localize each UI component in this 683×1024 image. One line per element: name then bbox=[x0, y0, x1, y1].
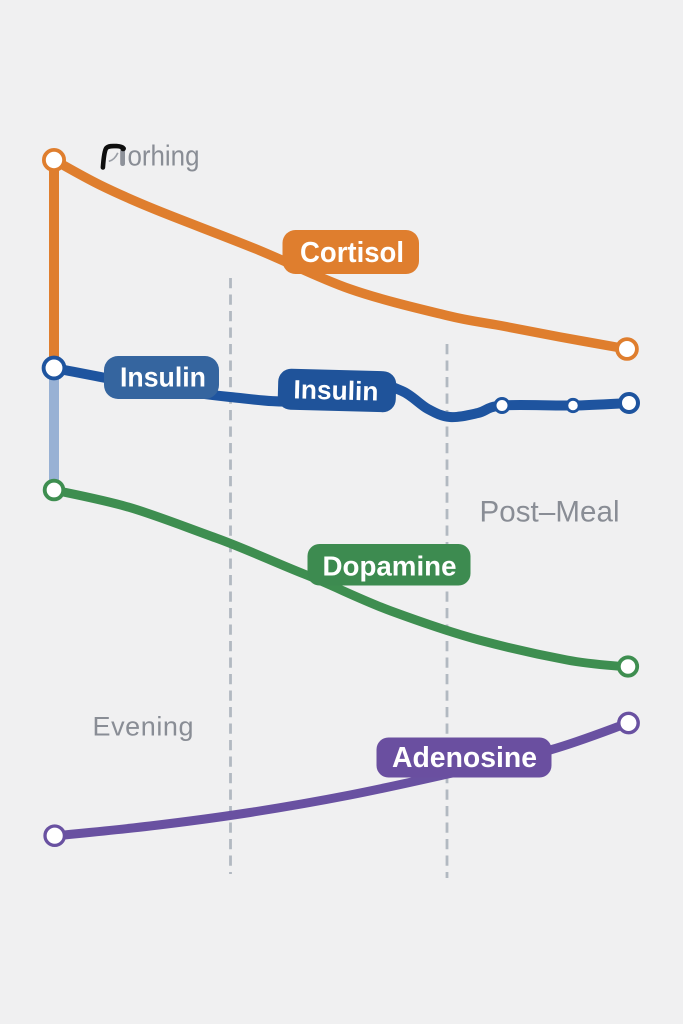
svg-text:Evening: Evening bbox=[93, 711, 194, 741]
svg-text:Insulin: Insulin bbox=[293, 374, 379, 406]
svg-text:Adenosine: Adenosine bbox=[392, 742, 537, 774]
svg-text:Dopamine: Dopamine bbox=[323, 551, 457, 582]
svg-text:Post–Meal: Post–Meal bbox=[480, 496, 620, 529]
svg-text:Insulin: Insulin bbox=[120, 362, 206, 393]
svg-text:Cortisol: Cortisol bbox=[300, 237, 404, 269]
svg-text:orhing: orhing bbox=[128, 141, 200, 173]
